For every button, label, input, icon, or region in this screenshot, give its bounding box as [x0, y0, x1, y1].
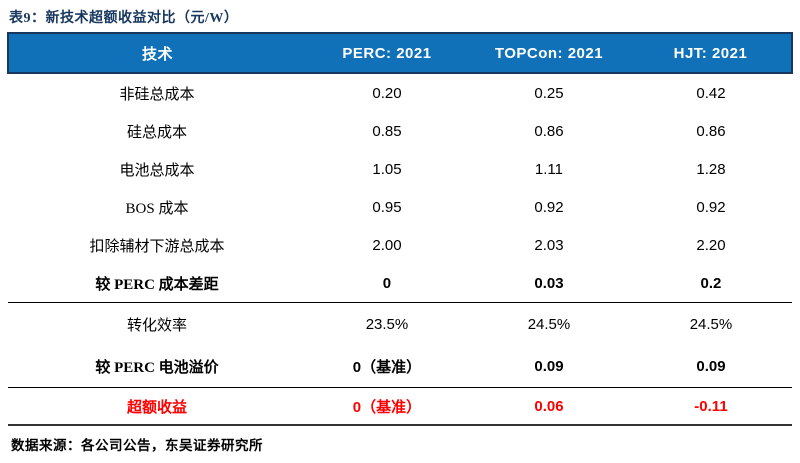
data-source-note: 数据来源：各公司公告，东吴证券研究所 — [11, 438, 263, 453]
table-title: 表9：新技术超额收益对比（元/W） — [9, 7, 793, 27]
cell-value: 0.09 — [696, 357, 726, 375]
cell-value: 0（基准） — [305, 387, 468, 426]
table-row-excess-return: 超额收益 0（基准） 0.06 -0.11 — [8, 387, 792, 426]
cell-value: 0 — [382, 274, 392, 292]
row-label: BOS 成本 — [125, 200, 189, 217]
table-row: 硅总成本 0.85 0.86 0.86 — [8, 112, 792, 150]
row-label: 扣除辅材下游总成本 — [89, 238, 225, 255]
table-row-cost-gap: 较 PERC 成本差距 0 0.03 0.2 — [8, 264, 792, 303]
row-label: 较 PERC 电池溢价 — [95, 359, 219, 376]
table-row-efficiency: 转化效率 23.5% 24.5% 24.5% — [8, 302, 792, 345]
row-label: 转化效率 — [8, 302, 306, 345]
table-row: BOS 成本 0.95 0.92 0.92 — [8, 188, 792, 226]
cell-value: 0（基准） — [352, 358, 422, 376]
cell-value: 0.09 — [534, 357, 564, 375]
cell-value: 0.2 — [700, 274, 722, 292]
header-topcon: TOPCon: 2021 — [494, 44, 604, 62]
table-header-row: 技术 PERC: 2021 TOPCon: 2021 HJT: 2021 — [8, 33, 792, 73]
cell-value: 0.95 — [372, 198, 402, 216]
cell-value: 0.92 — [534, 198, 564, 216]
table-number: 表9： — [9, 11, 46, 26]
cell-value: 1.05 — [372, 160, 402, 178]
cell-value: 0.85 — [372, 122, 402, 140]
row-label: 非硅总成本 — [119, 86, 195, 103]
row-label: 超额收益 — [8, 387, 306, 426]
table-row: 扣除辅材下游总成本 2.00 2.03 2.20 — [8, 226, 792, 264]
cell-value: 1.28 — [696, 160, 726, 178]
header-tech: 技术 — [141, 45, 173, 63]
cell-value: 0.20 — [372, 84, 402, 102]
cell-value: 23.5% — [305, 302, 468, 345]
cell-value: 0.06 — [467, 387, 630, 426]
cell-value: 2.00 — [372, 236, 402, 254]
cell-value: 2.20 — [696, 236, 726, 254]
cell-value: 0.92 — [696, 198, 726, 216]
table-row: 非硅总成本 0.20 0.25 0.42 — [8, 73, 792, 112]
header-perc: PERC: 2021 — [342, 44, 432, 62]
header-hjt: HJT: 2021 — [673, 44, 748, 62]
table-title-text: 新技术超额收益对比（元/W） — [45, 11, 239, 26]
cell-value: 0.86 — [696, 122, 726, 140]
cell-value: 1.11 — [534, 160, 564, 178]
cell-value: 0.86 — [534, 122, 564, 140]
cell-value: 24.5% — [467, 302, 630, 345]
cell-value: 24.5% — [629, 302, 792, 345]
row-label: 电池总成本 — [119, 162, 195, 179]
table-row: 电池总成本 1.05 1.11 1.28 — [8, 150, 792, 188]
cell-value: 0.25 — [534, 84, 564, 102]
table-row-premium: 较 PERC 电池溢价 0（基准） 0.09 0.09 — [8, 345, 792, 388]
cost-comparison-table: 技术 PERC: 2021 TOPCon: 2021 HJT: 2021 非硅总… — [7, 32, 793, 426]
cell-value: -0.11 — [629, 387, 792, 426]
cell-value: 0.42 — [696, 84, 726, 102]
cell-value: 0.03 — [534, 274, 564, 292]
cell-value: 2.03 — [534, 236, 564, 254]
row-label: 硅总成本 — [126, 124, 187, 141]
row-label: 较 PERC 成本差距 — [95, 276, 219, 293]
